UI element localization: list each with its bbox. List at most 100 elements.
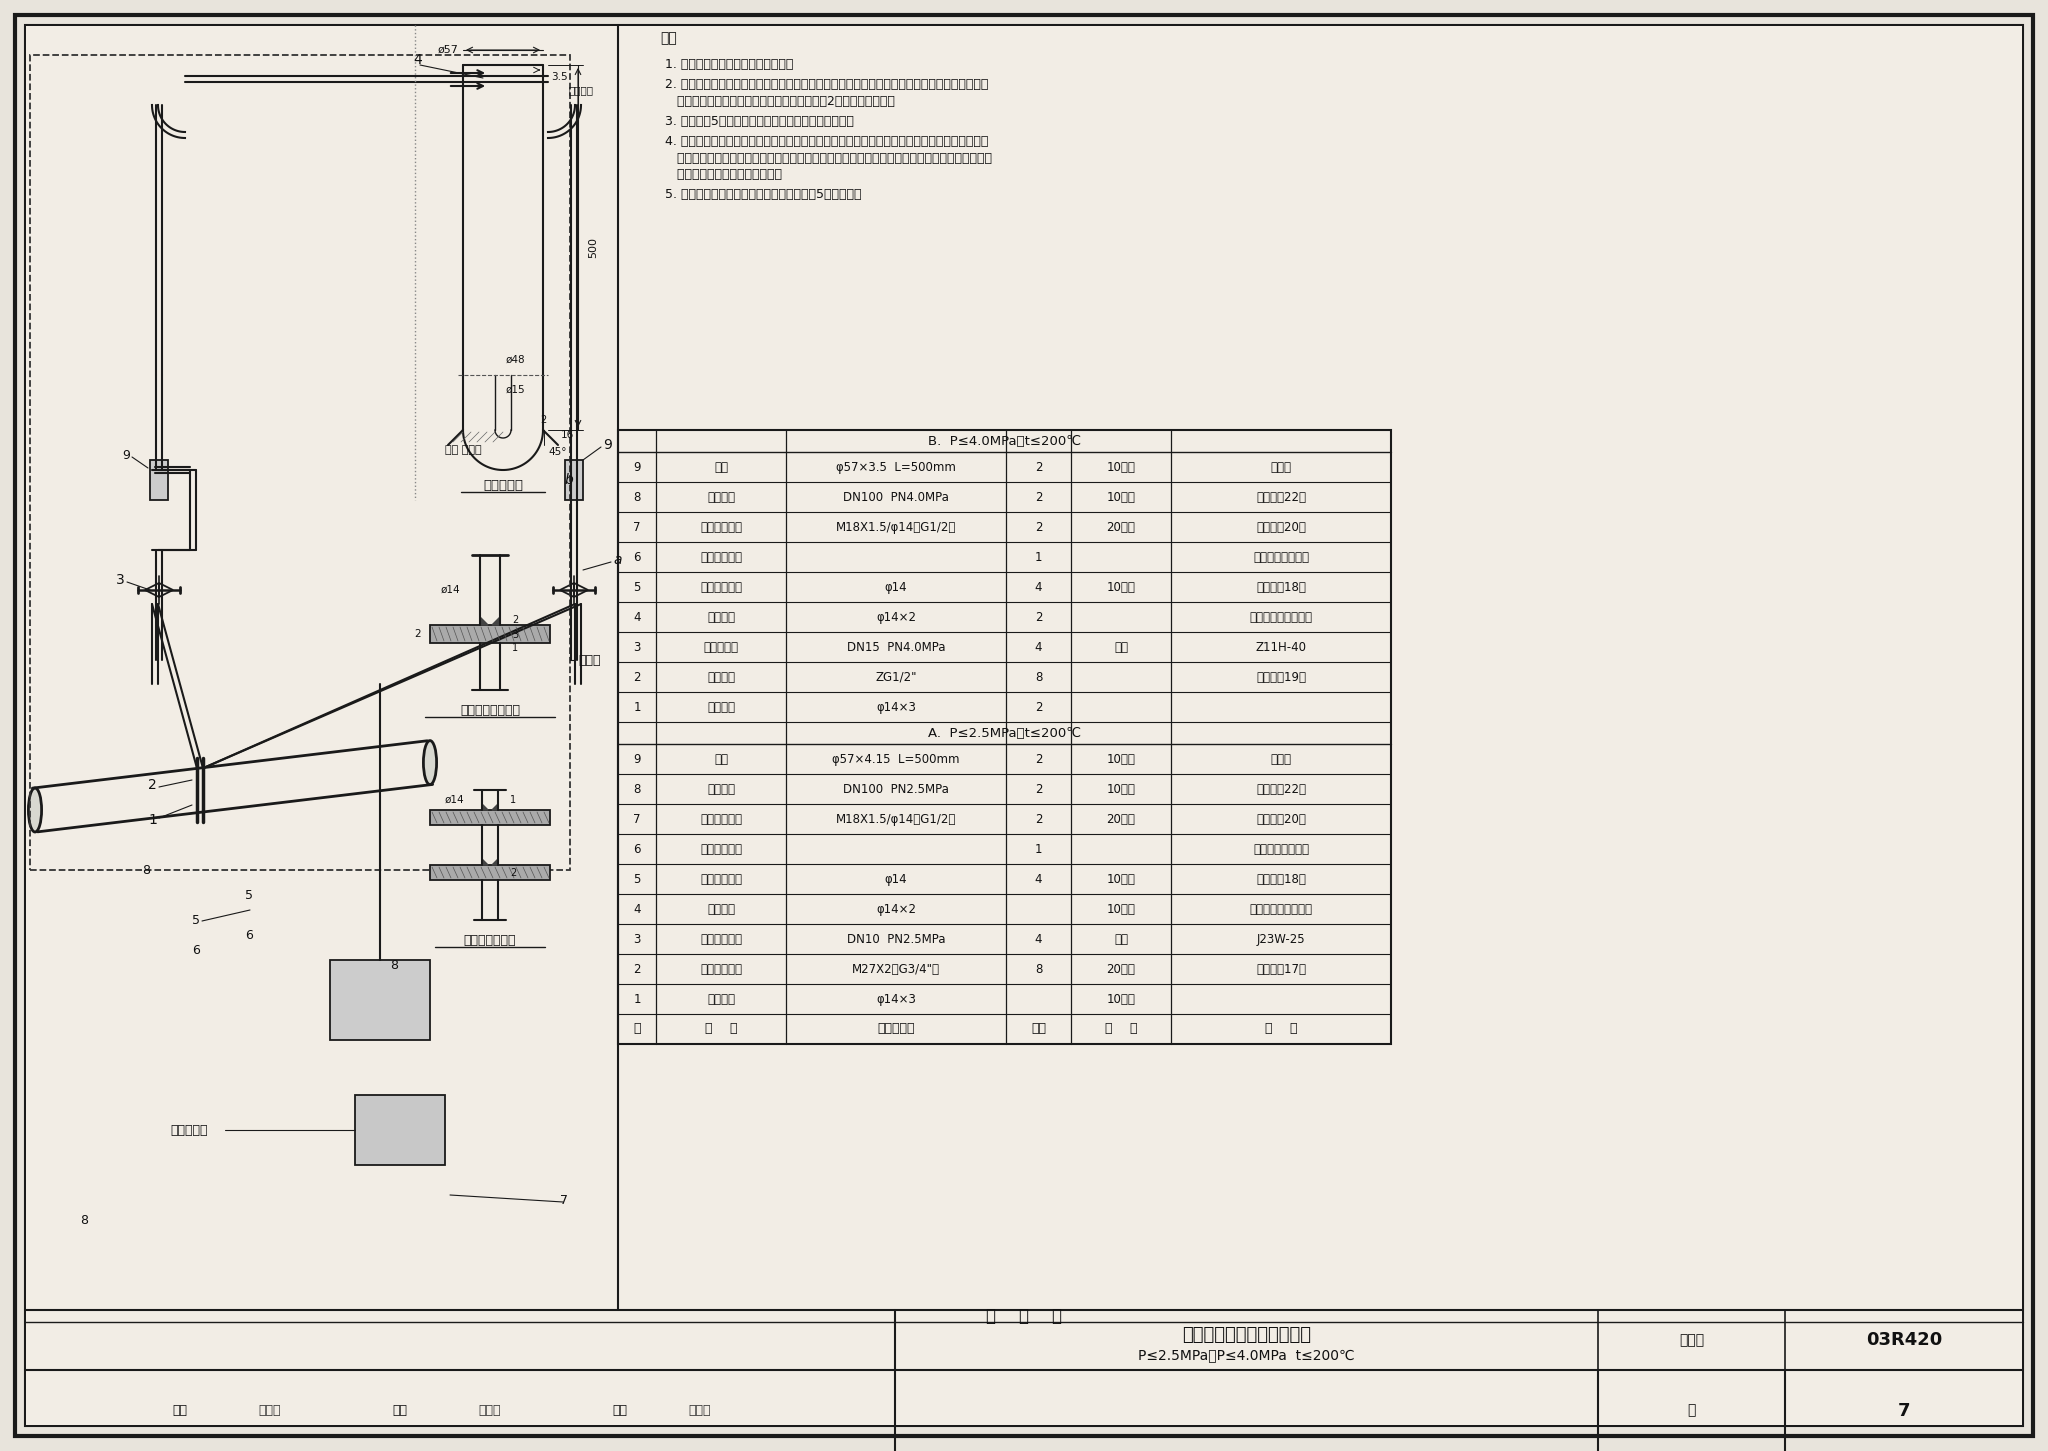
Text: 3: 3 <box>633 640 641 653</box>
Text: 短管: 短管 <box>715 753 727 766</box>
Text: 见本图: 见本图 <box>1270 753 1292 766</box>
Text: ø14: ø14 <box>444 795 465 805</box>
Text: 03R420: 03R420 <box>1866 1331 1942 1349</box>
Text: 5. 当差压变送器不安装在保温箱内时，序号5可以取消。: 5. 当差压变送器不安装在保温箱内时，序号5可以取消。 <box>666 189 862 202</box>
Text: 2: 2 <box>1034 753 1042 766</box>
Text: 名    称: 名 称 <box>705 1023 737 1036</box>
Text: 制造图见22页: 制造图见22页 <box>1255 782 1307 795</box>
Text: 4: 4 <box>633 903 641 916</box>
Text: 并取消分离器和分离器下方的阀门，以及减少2个直通穿板接头。: 并取消分离器和分离器下方的阀门，以及减少2个直通穿板接头。 <box>666 94 895 107</box>
Text: φ14: φ14 <box>885 580 907 593</box>
Text: 制造图见18页: 制造图见18页 <box>1255 580 1307 593</box>
Text: M18X1.5/φ14（G1/2）: M18X1.5/φ14（G1/2） <box>836 813 956 826</box>
Text: 序: 序 <box>633 1023 641 1036</box>
Text: 明    细    表: 明 细 表 <box>985 1307 1063 1325</box>
Text: 制造图见20页: 制造图见20页 <box>1255 521 1307 534</box>
Text: 10号钢: 10号钢 <box>1106 580 1135 593</box>
Text: 制造图见20页: 制造图见20页 <box>1255 813 1307 826</box>
Text: 无缝钢管: 无缝钢管 <box>707 611 735 624</box>
Text: 管道对接头大样: 管道对接头大样 <box>463 933 516 946</box>
Text: 20号钢: 20号钢 <box>1106 521 1135 534</box>
Text: 2: 2 <box>1034 490 1042 503</box>
Polygon shape <box>481 804 487 810</box>
Text: DN10  PN2.5MPa: DN10 PN2.5MPa <box>846 933 946 946</box>
Text: 6: 6 <box>633 550 641 563</box>
Text: 8: 8 <box>633 490 641 503</box>
Text: 外套螺母接管: 外套螺母接管 <box>700 962 741 975</box>
Text: 数量: 数量 <box>1030 1023 1047 1036</box>
Text: φ14×3: φ14×3 <box>877 992 915 1006</box>
Text: 4: 4 <box>1034 872 1042 885</box>
Text: 16: 16 <box>561 429 573 440</box>
Text: φ57×4.15  L=500mm: φ57×4.15 L=500mm <box>831 753 961 766</box>
Text: 碳钢: 碳钢 <box>1114 640 1128 653</box>
Text: 8: 8 <box>633 782 641 795</box>
Text: 直通终端接头: 直通终端接头 <box>700 813 741 826</box>
Text: a: a <box>612 553 621 567</box>
Text: B.  P≤4.0MPa、t≤200℃: B. P≤4.0MPa、t≤200℃ <box>928 434 1081 447</box>
Text: M27X2（G3/4"）: M27X2（G3/4"） <box>852 962 940 975</box>
Text: 注：: 注： <box>659 30 676 45</box>
Text: 2. 若差压计高于节流装置，则从节流装置引出的导压管可由保温箱的下方引至三阀组及差压计，: 2. 若差压计高于节流装置，则从节流装置引出的导压管可由保温箱的下方引至三阀组及… <box>666 78 989 91</box>
Bar <box>565 460 584 501</box>
Text: DN100  PN4.0MPa: DN100 PN4.0MPa <box>844 490 948 503</box>
Text: 2: 2 <box>633 962 641 975</box>
Text: 保温箱: 保温箱 <box>578 653 600 666</box>
Text: 10号钢: 10号钢 <box>1106 992 1135 1006</box>
Bar <box>430 810 551 826</box>
Text: 5: 5 <box>633 872 641 885</box>
Polygon shape <box>481 859 487 865</box>
Text: 1. 本图适用于气体温度较大的场合。: 1. 本图适用于气体温度较大的场合。 <box>666 58 793 71</box>
Text: ZG1/2": ZG1/2" <box>874 670 918 683</box>
Text: 三阀组附接头: 三阀组附接头 <box>700 550 741 563</box>
Text: P≤2.5MPa、P≤4.0MPa  t≤200℃: P≤2.5MPa、P≤4.0MPa t≤200℃ <box>1139 1348 1356 1362</box>
Text: 1: 1 <box>147 813 158 827</box>
Text: 8: 8 <box>1034 962 1042 975</box>
Text: 9: 9 <box>602 438 612 453</box>
Text: 45°: 45° <box>549 447 567 457</box>
Text: 直通穿板接头: 直通穿板接头 <box>700 872 741 885</box>
Text: 7: 7 <box>633 813 641 826</box>
Polygon shape <box>479 617 487 625</box>
Text: A.  P≤2.5MPa、t≤200℃: A. P≤2.5MPa、t≤200℃ <box>928 727 1081 740</box>
Text: 10号钢: 10号钢 <box>1106 782 1135 795</box>
Text: 田春易: 田春易 <box>258 1405 281 1418</box>
Text: 2: 2 <box>147 778 158 792</box>
Text: M18X1.5/φ14（G1/2）: M18X1.5/φ14（G1/2） <box>836 521 956 534</box>
Text: 备    注: 备 注 <box>1266 1023 1296 1036</box>
Text: 2: 2 <box>1034 460 1042 473</box>
Text: 5: 5 <box>246 888 254 901</box>
Text: 测量湿气体流量管路安装图: 测量湿气体流量管路安装图 <box>1182 1326 1311 1344</box>
Text: 10号钢: 10号钢 <box>1106 490 1135 503</box>
Text: 钢；当介质为氨气时，除垫片外，其余零件材质为不锈钢或铜合金，其它管路附件如阀门、法兰: 钢；当介质为氨气时，除垫片外，其余零件材质为不锈钢或铜合金，其它管路附件如阀门、… <box>666 152 991 165</box>
Text: φ14×2: φ14×2 <box>877 611 915 624</box>
Text: 与差压计配套供应: 与差压计配套供应 <box>1253 550 1309 563</box>
Text: 设计: 设计 <box>612 1405 627 1418</box>
Text: 10号钢: 10号钢 <box>1106 753 1135 766</box>
Text: 3.5: 3.5 <box>551 73 567 83</box>
Text: 4: 4 <box>414 54 422 67</box>
Text: 9: 9 <box>123 448 129 461</box>
Text: 制造图见18页: 制造图见18页 <box>1255 872 1307 885</box>
Text: 9: 9 <box>633 460 641 473</box>
Text: φ14×2: φ14×2 <box>877 903 915 916</box>
Text: 图集号: 图集号 <box>1679 1333 1704 1347</box>
Text: 冷凝容器: 冷凝容器 <box>707 782 735 795</box>
Text: 7: 7 <box>633 521 641 534</box>
Text: 2: 2 <box>512 615 518 625</box>
Text: Z11H-40: Z11H-40 <box>1255 640 1307 653</box>
Text: φ14×3: φ14×3 <box>877 701 915 714</box>
Text: φ14: φ14 <box>885 872 907 885</box>
Bar <box>150 460 168 501</box>
Text: 短管: 短管 <box>715 460 727 473</box>
Bar <box>430 625 551 643</box>
Polygon shape <box>492 859 498 865</box>
Text: 4: 4 <box>1034 640 1042 653</box>
Polygon shape <box>492 617 500 625</box>
Text: 贾永吉: 贾永吉 <box>688 1405 711 1418</box>
Text: DN100  PN2.5MPa: DN100 PN2.5MPa <box>844 782 948 795</box>
Text: 无缝钢管: 无缝钢管 <box>707 701 735 714</box>
Text: 6: 6 <box>193 943 201 956</box>
Text: 端板 共二块: 端板 共二块 <box>444 445 481 456</box>
Text: 4: 4 <box>1034 580 1042 593</box>
